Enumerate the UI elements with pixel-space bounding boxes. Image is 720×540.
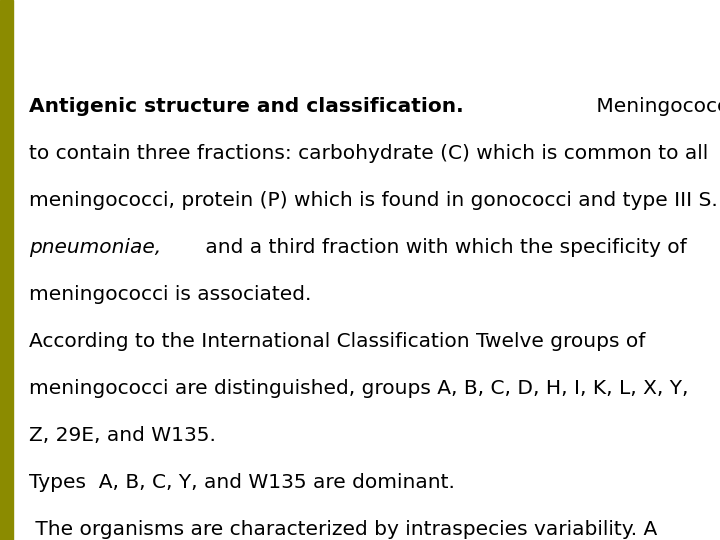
Text: The organisms are characterized by intraspecies variability. A: The organisms are characterized by intra… [29, 520, 657, 539]
Text: to contain three fractions: carbohydrate (C) which is common to all: to contain three fractions: carbohydrate… [29, 144, 708, 163]
Text: meningococci, protein (P) which is found in gonococci and type III S.: meningococci, protein (P) which is found… [29, 191, 718, 210]
Bar [0, 0, 13, 540]
Text: Z, 29E, and W135.: Z, 29E, and W135. [29, 426, 216, 445]
Text: pneumoniae,: pneumoniae, [29, 238, 161, 257]
Text: meningococci are distinguished, groups A, B, C, D, H, I, K, L, X, Y,: meningococci are distinguished, groups A… [29, 379, 688, 398]
Text: Meningococci were found: Meningococci were found [590, 97, 720, 116]
Text: According to the International Classification Twelve groups of: According to the International Classific… [29, 332, 645, 351]
Text: and a third fraction with which the specificity of: and a third fraction with which the spec… [199, 238, 687, 257]
Text: Types  A, B, C, Y, and W135 are dominant.: Types A, B, C, Y, and W135 are dominant. [29, 473, 454, 492]
Text: Antigenic structure and classification.: Antigenic structure and classification. [29, 97, 464, 116]
Text: meningococci is associated.: meningococci is associated. [29, 285, 311, 304]
